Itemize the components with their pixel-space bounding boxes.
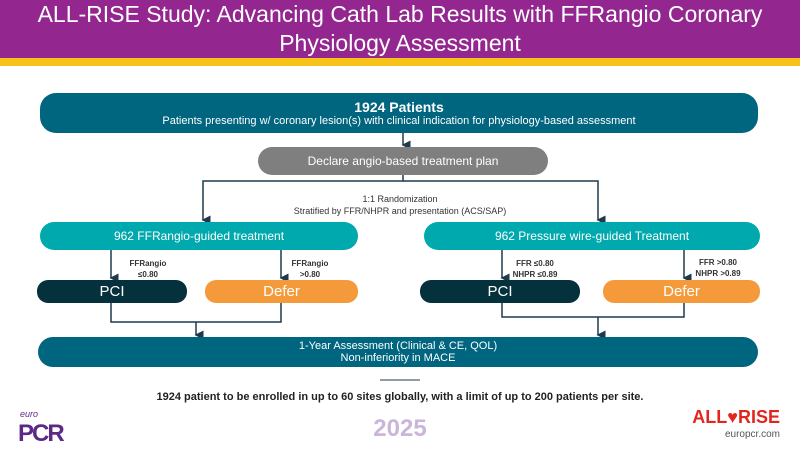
assessment-line1: 1-Year Assessment (Clinical & CE, QOL) bbox=[298, 340, 498, 352]
slide-title: ALL-RISE Study: Advancing Cath Lab Resul… bbox=[0, 0, 800, 58]
declare-box: Declare angio-based treatment plan bbox=[258, 147, 548, 175]
left-arm-box: 962 FFRangio-guided treatment bbox=[40, 222, 358, 250]
year-label: 2025 bbox=[373, 415, 427, 442]
patients-box: 1924 Patients Patients presenting w/ cor… bbox=[40, 93, 758, 133]
left-defer-condition: FFRangio >0.80 bbox=[291, 259, 329, 279]
right-defer-box: Defer bbox=[603, 280, 760, 303]
assessment-line2: Non-inferiority in MACE bbox=[340, 352, 456, 364]
left-pci-condition: FFRangio ≤0.80 bbox=[129, 259, 167, 279]
left-defer-box: Defer bbox=[205, 280, 358, 303]
randomization-label: 1:1 Randomization Stratified by FFR/NHPR… bbox=[250, 193, 550, 217]
patients-sub: Patients presenting w/ coronary lesion(s… bbox=[162, 115, 636, 127]
assessment-box: 1-Year Assessment (Clinical & CE, QOL) N… bbox=[38, 337, 758, 367]
right-pci-box: PCI bbox=[420, 280, 580, 303]
allrise-logo-text: ALL♥RISE bbox=[692, 407, 780, 427]
left-pci-box: PCI bbox=[37, 280, 187, 303]
europcr-logo: euro PCR bbox=[18, 409, 65, 448]
footnote: 1924 patient to be enrolled in up to 60 … bbox=[156, 391, 644, 403]
allrise-logo: ALL♥RISE europcr.com bbox=[680, 406, 780, 441]
website-url: europcr.com bbox=[724, 429, 780, 440]
randomization-line2: Stratified by FFR/NHPR and presentation … bbox=[293, 206, 507, 216]
right-defer-condition: FFR >0.80 NHPR >0.89 bbox=[695, 258, 741, 278]
header-stripe bbox=[0, 58, 800, 66]
patients-heading: 1924 Patients bbox=[354, 99, 444, 115]
right-arm-box: 962 Pressure wire-guided Treatment bbox=[424, 222, 760, 250]
europcr-logo-main: PCR bbox=[18, 420, 65, 447]
right-pci-condition: FFR ≤0.80 NHPR ≤0.89 bbox=[512, 259, 558, 279]
randomization-line1: 1:1 Randomization bbox=[362, 194, 438, 204]
europcr-logo-small: euro bbox=[20, 409, 39, 419]
